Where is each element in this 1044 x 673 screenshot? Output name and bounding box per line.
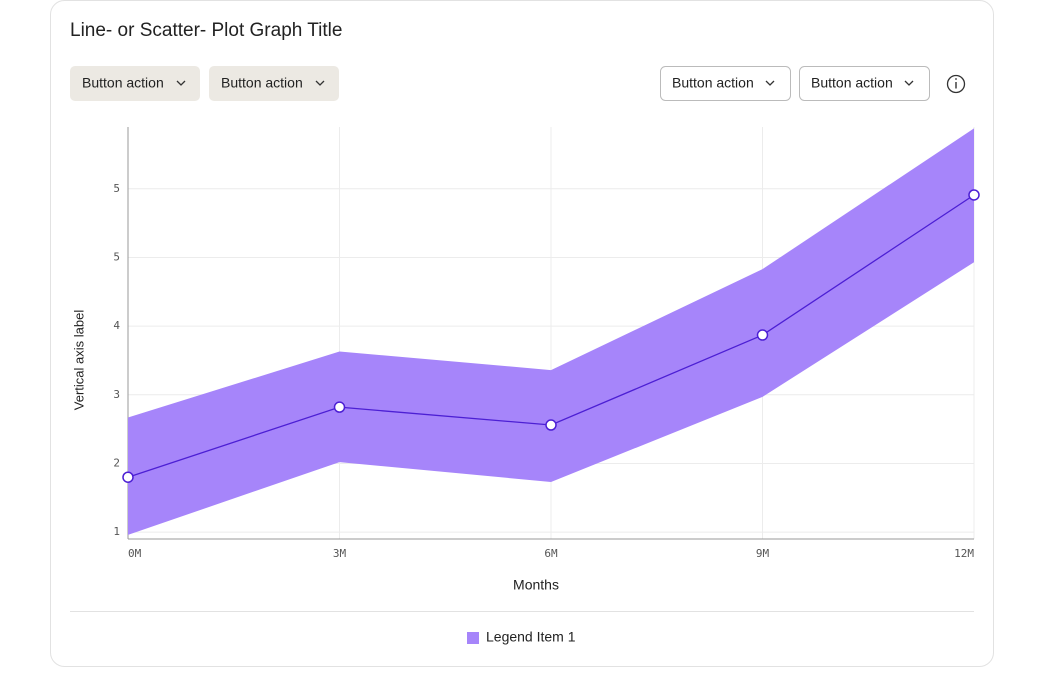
x-axis-title: Months [513,577,559,593]
button-label: Button action [811,75,893,91]
plot: 1 2 3 4 5 5 0M 3M 6M 9M 12M [113,127,980,560]
button-label: Button action [221,75,303,91]
data-point [545,419,557,431]
x-tick-label: 0M [128,547,142,560]
y-tick-label: 1 [113,525,120,538]
button[interactable]: Button action [70,66,200,101]
card-border [50,0,994,667]
chevron [315,80,325,86]
x-tick-label: 12M [954,547,974,560]
button-label: Button action [82,75,164,91]
chart-title: Line- or Scatter- Plot Graph Title [70,20,342,41]
data-point [756,329,769,341]
button-label: Button action [672,75,754,91]
data-point [122,471,134,483]
y-tick-label: 5 [113,182,120,195]
x-tick-label: 9M [756,547,770,560]
button[interactable]: Button action [660,66,791,101]
y-tick-label: 5 [113,250,120,263]
chevron [176,80,186,86]
button-bg [660,66,791,101]
info-dot [955,78,957,80]
chevron [765,80,775,86]
legend-label: Legend Item 1 [486,629,576,645]
legend-swatch [467,632,479,644]
button-bg [209,66,339,101]
data-point [968,189,980,201]
y-tick-label: 3 [113,388,120,401]
x-tick-label: 6M [544,547,558,560]
legend: Legend Item 1 [467,629,576,645]
y-tick-label: 4 [113,319,120,332]
button[interactable]: Button action [799,66,930,101]
button-bg [70,66,200,101]
y-tick-label: 2 [113,456,120,469]
info-icon[interactable] [946,74,966,94]
y-axis-title: Vertical axis label [71,310,86,411]
info-circle [946,74,966,94]
x-tick-label: 3M [333,547,347,560]
band-area [128,128,974,535]
button[interactable]: Button action [209,66,339,101]
button-bg [799,66,930,101]
data-point [333,401,346,413]
chevron [904,80,914,86]
